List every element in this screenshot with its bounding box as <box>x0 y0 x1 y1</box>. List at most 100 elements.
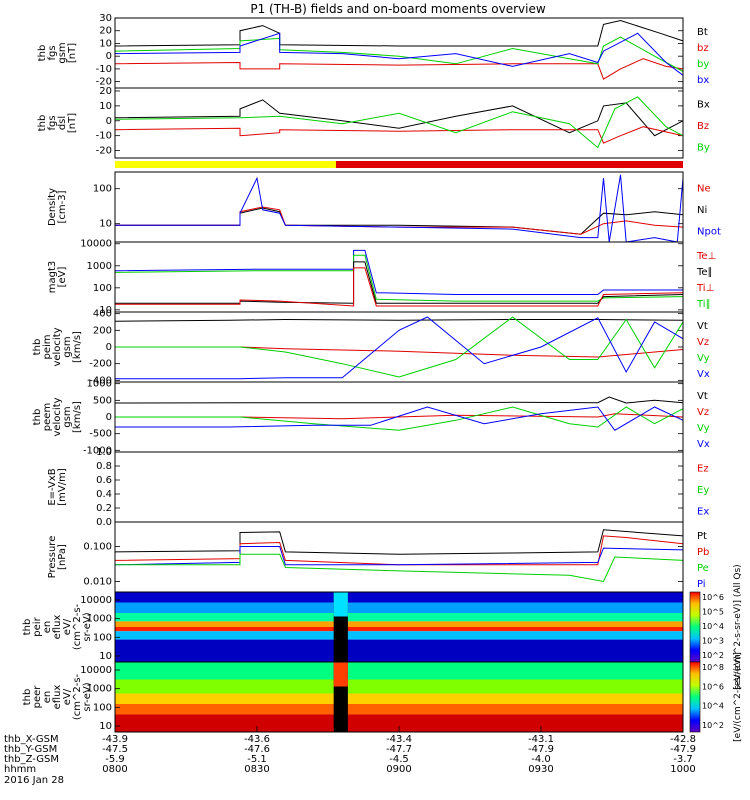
y-tick-label: -20 <box>96 146 112 157</box>
ylabel-line: velocity <box>52 327 63 366</box>
y-tick-label: 1.0 <box>96 447 112 458</box>
y-tick-label: 0 <box>106 412 112 423</box>
spectrogram-band <box>115 662 683 680</box>
x-axis-value: -3.7 <box>673 754 693 765</box>
y-tick-label: 10 <box>99 219 112 230</box>
legend-entry: Vt <box>697 391 708 402</box>
x-axis-value: 0800 <box>102 764 127 775</box>
panel-frame <box>114 171 684 243</box>
series-line-Pt <box>114 529 684 555</box>
legend-entry: Pb <box>697 547 709 558</box>
panel-fgs_dsl: thb fgs dsl [nT] 20 10 0 -10 -20 Bx Bz By <box>37 86 710 159</box>
x-axis-value: 1000 <box>670 764 695 775</box>
y-tick-label: 10000 <box>80 595 112 606</box>
y-tick-label: -10 <box>96 64 112 75</box>
series-line-Ne <box>115 206 684 235</box>
panel-ylabel: thb peim velocity gsm [km/s] <box>32 327 83 366</box>
spectrogram-band <box>115 613 683 622</box>
legend-entry: by <box>697 59 709 70</box>
legend-entry: Ti∥ <box>696 299 711 310</box>
colorbar-tick-label: 10^4 <box>702 702 724 711</box>
panel-density: Density [cm-3] 100 10 Ne Ni Npot <box>47 171 721 243</box>
panel-frame <box>114 521 684 593</box>
ylabel-line: [km/s] <box>72 331 83 363</box>
ylabel-line: eV/ <box>62 618 73 635</box>
panel-peer_en_eflux: thb peer en eflux eV/(cm^2-s-sr-eV)10^810^61… <box>22 652 743 742</box>
legend-entry: Vx <box>697 369 710 380</box>
data-gap-top <box>333 662 348 687</box>
ylabel-line: thb <box>32 409 43 426</box>
y-tick-label: 1000 <box>87 261 112 272</box>
panel-ylabel: thb peir en eflux eV/(cm^2-s-sr-eV) <box>22 603 93 650</box>
y-tick-label: 10 <box>99 101 112 112</box>
ylabel-line: thb <box>32 339 43 356</box>
x-axis-row-name: thb_X-GSM <box>4 734 59 745</box>
series-line-Bx <box>114 99 684 137</box>
spectrogram-band <box>115 639 683 662</box>
colorbar <box>689 661 701 733</box>
ylabel-line: gsm <box>62 406 73 427</box>
x-axis-value: -47.9 <box>670 744 696 755</box>
panel-frame <box>114 87 684 159</box>
x-axis-row-name: thb_Z-GSM <box>4 754 59 765</box>
spectrogram: 10^8 10^6 10^4 10^2 [eV/(cm^2-s-sr-eV)] <box>115 652 743 742</box>
y-tick-label: -500 <box>89 429 112 440</box>
series-line-Te∥ <box>115 261 684 304</box>
colorbar-tick-label: 10^2 <box>702 651 724 660</box>
ylabel-line: [mV/m] <box>57 468 68 506</box>
y-tick-label: 20 <box>99 86 112 97</box>
y-tick-label: 0 <box>106 116 112 127</box>
ylabel-line: [km/s] <box>72 401 83 433</box>
legend-entry: Bx <box>697 100 710 111</box>
ylabel-line: thb <box>22 619 33 636</box>
y-tick-label: 100 <box>93 184 112 195</box>
ylabel-line: (cm^2-s- <box>72 673 83 720</box>
y-tick-label: 1000 <box>87 614 112 625</box>
x-axis-value: -47.6 <box>244 744 270 755</box>
series-line-Vz <box>115 346 684 358</box>
panel-temperature: magt3 [eV] 10000 1000 100 10 Te⊥ Te∥ Ti⊥ Ti∥ <box>47 239 716 316</box>
series-line-Pe <box>115 553 684 583</box>
y-tick-label: 10000 <box>80 239 112 250</box>
panel-legend: Ez Ey Ex <box>697 464 709 518</box>
series-line-Ti⊥ <box>114 249 683 295</box>
legend-entry: Te⊥ <box>696 251 716 262</box>
y-tick-label: 100 <box>93 632 112 643</box>
y-tick-label: 0.8 <box>96 461 112 472</box>
series-line-Ni <box>115 207 684 235</box>
series-line-Vt <box>114 318 684 322</box>
legend-entry: Npot <box>697 226 721 237</box>
x-axis-value: -5.1 <box>247 754 267 765</box>
panel-legend: Vt Vz Vy Vx <box>697 391 710 450</box>
spectrogram: 10^6 10^5 10^4 10^3 10^2 [eV/(cm^2-s-sr-eV)] … <box>115 564 743 690</box>
y-tick-label: 10000 <box>80 665 112 676</box>
ylabel-line: [cm-3] <box>57 190 68 223</box>
y-tick-label: 0.6 <box>96 475 112 486</box>
colorbar <box>689 591 701 663</box>
colorbar-label: [eV/(cm^2-s-sr-eV)] <box>733 652 743 742</box>
panel-pressure: Pressure [nPa] 0.100 0.010 Pt Pb Pe Pi <box>47 521 709 593</box>
ylabel-line: peem <box>42 403 53 431</box>
legend-entry: Vx <box>697 439 710 450</box>
y-tick-label: 500 <box>93 395 112 406</box>
ylabel-line: magt3 <box>47 261 58 294</box>
spectrogram-band <box>115 627 683 632</box>
colorbar-tick-label: 10^3 <box>702 637 724 646</box>
y-tick-label: 0.010 <box>83 576 112 587</box>
spectrogram-band <box>115 621 683 627</box>
panel-peim_velocity: thb peim velocity gsm [km/s] 400 200 0 -200 -400 V… <box>32 309 710 387</box>
series-line-Npot <box>115 174 684 243</box>
y-tick-label: 100 <box>93 283 112 294</box>
series-line-Vx <box>115 316 684 380</box>
ylabel-line: thb <box>37 115 48 132</box>
y-tick-label: 400 <box>93 309 112 320</box>
colorbar-tick-label: 10^6 <box>702 682 724 691</box>
ylabel-line: thb <box>22 689 33 706</box>
panel-efield: E=-VxB [mV/m] 1.0 0.8 0.6 0.4 0.2 0.0 Ez Ey Ex <box>47 447 709 528</box>
y-tick-label: 0.100 <box>83 541 112 552</box>
x-axis-value: -47.7 <box>386 744 412 755</box>
colorbar-tick-label: 10^6 <box>702 593 724 602</box>
y-tick-label: -10 <box>96 131 112 142</box>
spectrogram-band <box>115 602 683 613</box>
